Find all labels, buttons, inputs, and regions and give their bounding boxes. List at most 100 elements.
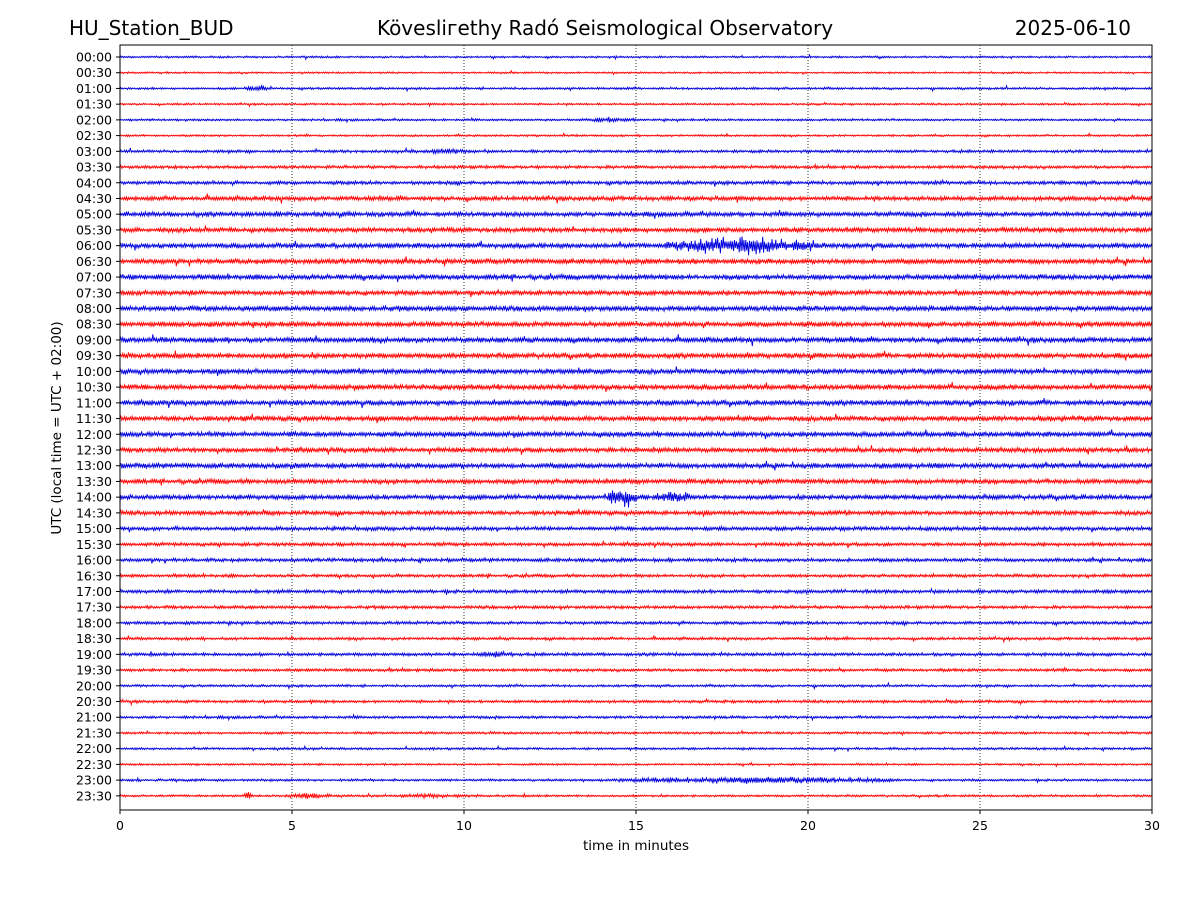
y-tick-label: 19:30 (76, 663, 112, 678)
y-tick-label: 08:30 (76, 317, 112, 332)
trace-1430 (119, 508, 1153, 517)
trace-0700 (119, 272, 1153, 283)
y-tick-label: 11:00 (76, 395, 112, 410)
x-gridlines (291, 45, 981, 810)
y-tick-label: 12:00 (76, 427, 112, 442)
y-tick-label: 04:30 (76, 191, 112, 206)
y-tick-label: 22:30 (76, 757, 112, 772)
y-tick-label: 01:00 (76, 81, 112, 96)
trace-1200 (119, 429, 1153, 440)
y-tick-label: 06:30 (76, 254, 112, 269)
trace-1530 (119, 539, 1153, 549)
x-axis-label: time in minutes (583, 838, 689, 854)
trace-2100 (119, 713, 1153, 722)
y-tick-label: 16:00 (76, 553, 112, 568)
station-label: HU_Station_BUD (69, 16, 234, 40)
y-tick-label: 23:30 (76, 788, 112, 803)
trace-0830 (119, 319, 1153, 329)
x-tick-label: 0 (116, 818, 124, 833)
trace-2330 (119, 792, 1153, 800)
y-tick-label: 00:30 (76, 65, 112, 80)
trace-1100 (119, 398, 1153, 409)
y-tick-label: 22:00 (76, 741, 112, 756)
trace-0300 (119, 146, 1153, 156)
trace-0900 (119, 334, 1153, 347)
trace-1630 (119, 571, 1153, 580)
trace-1700 (119, 587, 1153, 596)
y-tick-label: 06:00 (76, 238, 112, 253)
y-tick-label: 21:30 (76, 725, 112, 740)
y-tick-label: 19:00 (76, 647, 112, 662)
y-tick-label: 12:30 (76, 443, 112, 458)
trace-1900 (119, 649, 1153, 658)
y-tick-label: 18:30 (76, 631, 112, 646)
trace-1930 (119, 666, 1153, 674)
trace-0730 (119, 288, 1153, 298)
trace-1830 (119, 634, 1153, 644)
y-tick-label: 10:00 (76, 364, 112, 379)
y-tick-label: 07:00 (76, 270, 112, 285)
y-tick-label: 14:30 (76, 505, 112, 520)
trace-1730 (119, 604, 1153, 612)
trace-1130 (119, 413, 1153, 424)
trace-1600 (119, 556, 1153, 564)
y-tick-label: 05:00 (76, 207, 112, 222)
y-tick-label: 13:00 (76, 458, 112, 473)
trace-0230 (119, 132, 1153, 139)
x-axis: 0 5 10 15 20 25 30 (116, 810, 1160, 833)
trace-2130 (119, 729, 1153, 737)
trace-1800 (119, 619, 1153, 628)
trace-0130 (119, 101, 1153, 108)
y-tick-label: 00:00 (76, 50, 112, 65)
trace-1030 (119, 382, 1153, 393)
trace-1000 (119, 366, 1153, 377)
trace-2030 (119, 697, 1153, 707)
trace-2000 (119, 681, 1153, 691)
y-tick-label: 05:30 (76, 222, 112, 237)
trace-1330 (119, 477, 1153, 486)
y-tick-label: 13:30 (76, 474, 112, 489)
y-tick-label: 20:00 (76, 678, 112, 693)
trace-2300 (119, 775, 1153, 784)
x-tick-label: 15 (628, 818, 644, 833)
trace-0330 (119, 162, 1153, 171)
y-tick-label: 21:00 (76, 710, 112, 725)
y-tick-label: 02:30 (76, 128, 112, 143)
date-label: 2025-06-10 (1014, 16, 1131, 40)
page-title: Köveslігethy Radó Seismological Observat… (376, 16, 834, 40)
trace-2230 (119, 761, 1153, 768)
x-tick-label: 25 (972, 818, 988, 833)
y-tick-label: 01:30 (76, 97, 112, 112)
y-tick-label: 08:00 (76, 301, 112, 316)
y-tick-label: 03:00 (76, 144, 112, 159)
y-tick-label: 15:00 (76, 521, 112, 536)
trace-0030 (119, 69, 1153, 76)
trace-0500 (119, 209, 1153, 219)
trace-0530 (119, 225, 1153, 235)
y-axis-label: UTC (local time = UTC + 02:00) (49, 321, 65, 534)
x-tick-label: 30 (1144, 818, 1160, 833)
y-tick-label: 17:30 (76, 600, 112, 615)
y-tick-label: 09:30 (76, 348, 112, 363)
trace-0100 (119, 84, 1153, 93)
y-tick-label: 23:00 (76, 773, 112, 788)
y-tick-label: 11:30 (76, 411, 112, 426)
trace-0800 (119, 304, 1153, 313)
y-axis: 00:0000:3001:0001:3002:0002:3003:0003:30… (76, 50, 120, 803)
trace-0400 (119, 178, 1153, 188)
trace-0430 (119, 193, 1153, 204)
trace-0600 (119, 236, 1153, 256)
x-tick-label: 10 (456, 818, 472, 833)
trace-0930 (119, 350, 1153, 361)
y-tick-label: 16:30 (76, 568, 112, 583)
trace-2200 (119, 744, 1153, 753)
y-tick-label: 15:30 (76, 537, 112, 552)
y-tick-label: 03:30 (76, 160, 112, 175)
trace-0630 (119, 256, 1153, 267)
trace-0000 (119, 53, 1153, 61)
y-tick-label: 04:00 (76, 175, 112, 190)
x-tick-label: 5 (288, 818, 296, 833)
seismic-traces (119, 53, 1153, 800)
y-tick-label: 07:30 (76, 285, 112, 300)
